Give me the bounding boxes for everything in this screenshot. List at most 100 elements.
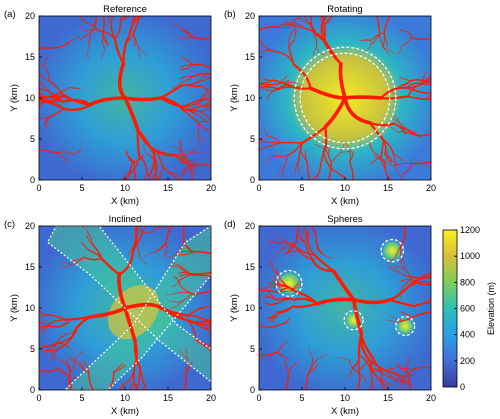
river-segment	[163, 242, 168, 258]
river-segment	[413, 299, 431, 307]
river-segment	[288, 45, 295, 66]
x-tick-label: 0	[256, 183, 261, 193]
river-segment	[139, 257, 148, 265]
river-segment	[379, 95, 410, 100]
colorbar-tick-label: 0	[460, 382, 465, 392]
river-segment	[113, 37, 125, 65]
river-segment	[308, 357, 314, 373]
river-segment	[444, 88, 455, 90]
river-segment	[179, 293, 193, 303]
river-segment	[270, 312, 280, 323]
river-segment	[312, 253, 335, 273]
river-segment	[72, 148, 83, 155]
river-segment	[214, 96, 225, 98]
river-segment	[401, 37, 413, 47]
river-segment	[175, 152, 191, 156]
river-segment	[323, 96, 347, 129]
panel-title: Rotating	[327, 4, 362, 15]
river-segment	[411, 36, 431, 41]
uplift-sphere	[394, 315, 416, 337]
river-segment	[67, 330, 79, 334]
river-segment	[321, 16, 327, 26]
river-segment	[143, 142, 147, 154]
river-segment	[261, 87, 274, 92]
river-segment	[399, 367, 413, 371]
y-tick-label: 20	[245, 11, 255, 21]
river-segment	[51, 348, 60, 361]
river-segment	[28, 82, 35, 91]
river-segment	[176, 174, 182, 180]
river-segment	[88, 249, 102, 259]
river-segment	[102, 33, 109, 45]
sphere-boundary	[275, 269, 303, 297]
river-segment	[142, 206, 143, 216]
river-segment	[290, 23, 296, 34]
river-segment	[57, 92, 70, 99]
river-segment	[196, 120, 200, 135]
river-segment	[324, 16, 333, 25]
river-segment	[351, 298, 364, 336]
river-segment	[72, 256, 85, 262]
river-segment	[331, 269, 356, 302]
river-segment	[179, 273, 193, 281]
river-segment	[48, 319, 66, 325]
river-segment	[259, 287, 268, 289]
river-segment	[144, 403, 146, 416]
river-segment	[427, 77, 431, 81]
river-segment	[397, 316, 414, 323]
river-segment	[376, 16, 381, 35]
river-network	[39, 206, 232, 416]
river-segment	[171, 146, 182, 151]
river-segment	[66, 360, 72, 373]
river-segment	[182, 165, 193, 176]
river-segment	[304, 242, 314, 261]
x-tick-label: 15	[383, 393, 393, 403]
x-axis-label: X (km)	[111, 406, 139, 417]
river-segment	[292, 63, 312, 90]
river-segment	[397, 162, 413, 166]
x-tick-label: 15	[163, 393, 173, 403]
river-segment	[266, 90, 274, 100]
river-segment	[133, 161, 137, 180]
river-segment	[45, 343, 56, 354]
sphere-boundary	[380, 238, 405, 263]
river-segment	[34, 69, 38, 80]
river-segment	[198, 74, 208, 82]
river-segment	[168, 300, 181, 303]
river-segment	[195, 339, 211, 349]
river-segment	[88, 371, 94, 390]
river-segment	[351, 298, 392, 305]
river-segment	[83, 360, 90, 373]
river-segment	[134, 190, 146, 194]
river-segment	[392, 153, 397, 167]
river-segment	[348, 359, 359, 373]
river-segment	[74, 351, 84, 360]
river-segment	[267, 135, 282, 144]
y-tick-label: 5	[250, 134, 255, 144]
river-segment	[39, 321, 50, 325]
colorbar-tick-label: 600	[460, 304, 475, 314]
river-segment	[39, 368, 59, 373]
river-segment	[80, 241, 90, 251]
river-segment	[184, 361, 193, 373]
river-segment	[265, 294, 278, 301]
river-segment	[181, 84, 202, 87]
river-segment	[259, 50, 276, 53]
river-segment	[391, 117, 402, 125]
panel-d: 0 5 10 15 20 0 5 10 15 20 Spheres (d) X (km) Y (km)	[224, 214, 436, 417]
river-segment	[272, 269, 283, 282]
river-segment	[288, 18, 301, 21]
river-segment	[223, 358, 228, 368]
x-tick-label: 10	[340, 393, 350, 403]
river-segment	[85, 22, 99, 32]
river-segment	[380, 139, 385, 158]
y-tick-label: 15	[245, 262, 255, 272]
river-segment	[259, 38, 261, 42]
river-segment	[182, 105, 197, 115]
river-segment	[425, 281, 431, 284]
river-segment	[288, 32, 292, 47]
river-segment	[183, 109, 203, 113]
colorbar-tick-label: 800	[460, 277, 475, 287]
river-segment	[222, 333, 232, 337]
river-segment	[126, 32, 134, 44]
